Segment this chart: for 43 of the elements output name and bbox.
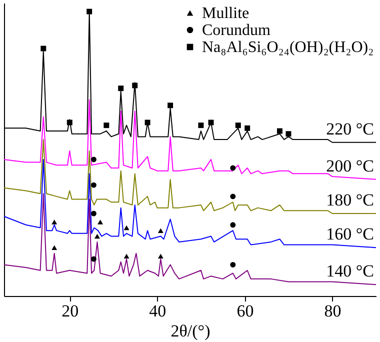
series-label: 160 °C [326,224,374,244]
point [124,225,130,230]
point [90,156,96,162]
series-label: 220 °C [326,119,374,138]
point [230,165,236,171]
legend-label: Corundum [202,22,271,39]
point [198,122,204,128]
point [168,102,174,108]
point [98,220,104,224]
point [244,125,250,131]
point [90,256,96,262]
point [124,254,130,259]
series-label: 180 °C [326,190,374,210]
point [52,220,58,224]
series-label: 200 °C [326,156,374,176]
point [158,254,164,259]
point [104,122,110,128]
point [230,194,236,200]
point [94,234,100,239]
point [90,210,96,216]
legend-label: Na₈Al₆Si₆O₂₄(OH)₂(H₂O)₂ [202,39,374,56]
point [86,8,92,14]
point [158,228,164,233]
point [286,131,292,137]
point [90,182,96,188]
x-tick-label: 80 [324,302,342,320]
x-axis-title: 2θ/(°) [170,322,210,340]
point [208,120,214,126]
point [132,82,138,88]
series-label: 140 °C [326,262,374,281]
point [66,120,72,126]
x-tick-label: 20 [62,302,79,320]
point [144,120,150,126]
x-tick-label: 40 [149,302,166,320]
legend-label: Mullite [202,5,250,22]
point [276,128,282,134]
point [118,86,124,92]
point [230,222,236,228]
point [40,46,46,52]
point [230,262,236,268]
x-tick-label: 60 [236,302,254,320]
point [235,122,241,128]
point [52,245,58,250]
